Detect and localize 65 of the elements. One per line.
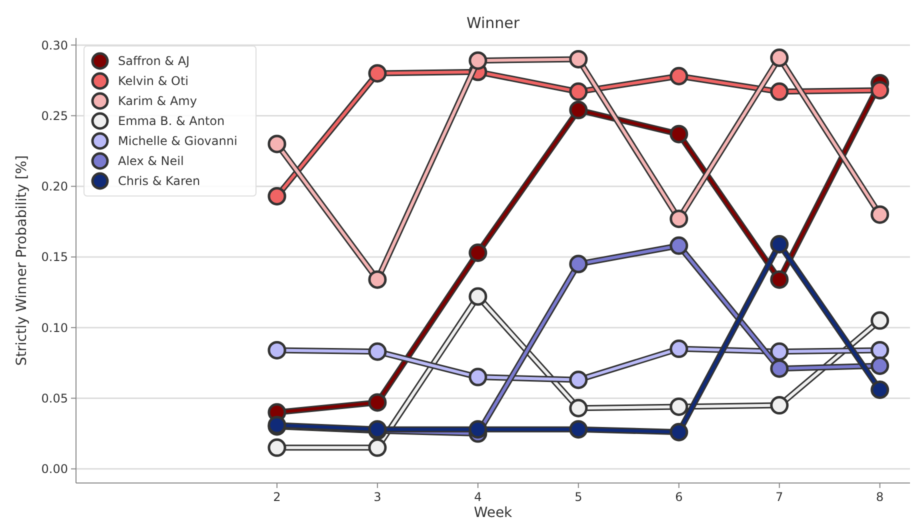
legend-label: Michelle & Giovanni	[118, 134, 238, 148]
point	[468, 287, 488, 306]
point	[368, 393, 387, 412]
legend-label: Alex & Neil	[118, 154, 184, 168]
point	[870, 356, 890, 375]
y-tick-label: 0.20	[41, 180, 68, 194]
x-tick-label: 5	[574, 490, 582, 504]
x-tick-label: 7	[776, 490, 784, 504]
point	[569, 100, 588, 120]
point	[368, 342, 387, 361]
point	[870, 380, 890, 400]
legend-label: Kelvin & Oti	[118, 74, 188, 88]
point	[468, 243, 488, 262]
point	[569, 398, 588, 418]
x-tick-label: 3	[374, 490, 382, 504]
chart-title: Winner	[466, 14, 520, 32]
point	[870, 205, 890, 224]
point	[670, 236, 688, 255]
point	[569, 50, 588, 68]
point	[870, 340, 890, 360]
point	[268, 134, 286, 154]
point	[870, 81, 890, 100]
legend-label: Emma B. & Anton	[118, 114, 225, 128]
point	[770, 396, 789, 415]
point	[468, 368, 488, 386]
point	[368, 438, 387, 457]
y-tick-label: 0.05	[41, 391, 68, 406]
point	[670, 397, 688, 416]
x-tick-label: 2	[273, 490, 281, 504]
point	[468, 51, 488, 70]
x-tick-label: 4	[474, 490, 482, 504]
y-axis-title: Strictly Winner Probability [%]	[14, 155, 30, 366]
legend-label: Chris & Karen	[118, 174, 200, 188]
point	[770, 359, 789, 378]
point	[569, 420, 588, 439]
point	[468, 420, 488, 439]
point	[670, 422, 688, 442]
point	[569, 82, 588, 101]
point	[569, 254, 588, 274]
point	[569, 370, 588, 390]
point	[268, 438, 286, 457]
point	[770, 82, 789, 101]
point	[268, 340, 286, 360]
point	[770, 270, 789, 289]
point	[670, 124, 688, 144]
y-tick-label: 0.00	[41, 462, 68, 476]
y-tick-label: 0.25	[41, 108, 68, 123]
point	[368, 64, 387, 83]
point	[770, 48, 789, 68]
x-tick-label: 6	[675, 490, 683, 504]
point	[268, 186, 286, 206]
point	[670, 66, 688, 86]
x-tick-label: 8	[876, 490, 884, 504]
y-tick-label: 0.30	[41, 38, 68, 52]
point	[770, 235, 789, 254]
point	[770, 342, 789, 361]
point	[870, 311, 890, 330]
point	[368, 270, 387, 289]
y-tick-label: 0.10	[41, 320, 68, 335]
x-axis-title: Week	[474, 505, 514, 521]
point	[670, 340, 688, 358]
legend-label: Karim & Amy	[118, 94, 197, 108]
y-tick-label: 0.15	[41, 250, 68, 264]
point	[670, 210, 688, 228]
legend-label: Saffron & AJ	[118, 54, 190, 68]
